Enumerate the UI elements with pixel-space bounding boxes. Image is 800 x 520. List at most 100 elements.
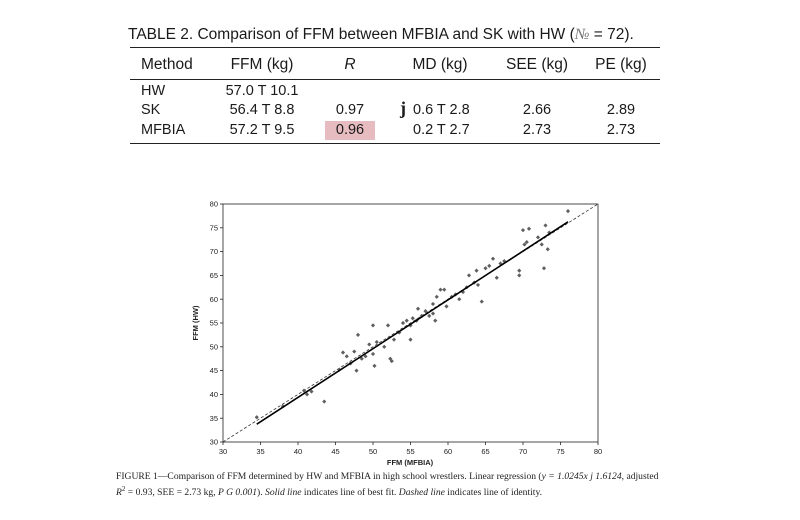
row-sk-method: SK	[141, 102, 161, 118]
caption-p: P G 0.001	[218, 487, 258, 499]
header-pe: PE (kg)	[595, 56, 647, 73]
x-tick-label: 80	[594, 447, 602, 456]
data-point	[535, 235, 541, 240]
x-tick-label: 30	[219, 447, 227, 456]
figure-caption: FIGURE 1—Comparison of FFM determined by…	[116, 471, 706, 499]
data-point	[474, 268, 479, 273]
table-header-rule	[130, 79, 660, 80]
caption-part: FIGURE 1—Comparison of FFM determined by…	[116, 471, 542, 482]
caption-equation: y = 1.0245x j 1.6124	[541, 471, 622, 482]
table-bottom-rule	[130, 143, 660, 144]
data-point	[434, 294, 439, 299]
y-tick-label: 60	[210, 295, 218, 304]
y-tick-label: 50	[210, 342, 218, 351]
x-tick-label: 65	[481, 447, 489, 456]
data-point	[483, 266, 488, 271]
n-symbol: №	[574, 26, 590, 43]
row-sk-see: 2.66	[522, 102, 552, 118]
scatter-chart: 30 35 40 45 50 55 60 65 70 75 80 30 35 40 45 50 55 60 65 70…	[191, 200, 602, 467]
data-point	[490, 256, 496, 261]
caption-part: indicates line of best fit.	[301, 487, 399, 499]
data-point	[404, 318, 409, 323]
data-point	[367, 342, 372, 347]
data-point	[301, 388, 307, 393]
data-point	[322, 399, 327, 404]
x-tick-label: 45	[331, 447, 339, 456]
y-tick-label: 40	[210, 390, 218, 399]
row-mfbia-pe: 2.73	[606, 122, 636, 138]
data-point	[524, 239, 529, 245]
data-point	[340, 350, 346, 355]
data-point	[494, 275, 499, 280]
row-sk-r: 0.97	[335, 102, 365, 118]
row-hw-method: HW	[141, 83, 166, 99]
row-sk-pe: 2.89	[606, 102, 636, 118]
row-sk-md: 0.6 T 2.8	[413, 102, 470, 118]
data-point	[545, 247, 550, 252]
data-point	[541, 266, 547, 271]
data-point	[374, 339, 379, 345]
data-point	[517, 268, 522, 273]
data-point	[344, 354, 349, 359]
data-point	[430, 301, 436, 307]
caption-dashed: Dashed line	[398, 487, 445, 499]
header-md: MD (kg)	[412, 56, 468, 73]
header-see: SEE (kg)	[505, 56, 569, 73]
header-ffm: FFM (kg)	[230, 56, 294, 73]
data-point	[304, 392, 310, 397]
table-caption-text: TABLE 2. Comparison of FFM between MFBIA…	[128, 26, 575, 43]
y-tick-label: 75	[210, 223, 218, 232]
data-point	[539, 242, 544, 247]
header-r: R	[344, 56, 356, 73]
row-sk-ffm: 56.4 T 8.8	[229, 102, 295, 118]
data-point	[487, 263, 492, 268]
best-fit-line	[256, 221, 569, 425]
y-tick-label: 55	[210, 319, 218, 328]
data-point	[442, 287, 447, 292]
table-caption: TABLE 2. Comparison of FFM between MFBIA…	[128, 26, 634, 44]
data-point	[517, 273, 522, 278]
x-axis-label: FFM (MFBIA)	[387, 458, 434, 467]
data-point	[427, 313, 432, 318]
data-point	[410, 316, 415, 321]
x-tick-label: 35	[256, 447, 264, 456]
data-point	[565, 209, 571, 214]
caption-part: = 0.93, SEE = 2.73 kg,	[125, 487, 219, 499]
data-point	[400, 320, 406, 326]
row-mfbia-ffm: 57.2 T 9.5	[229, 122, 295, 138]
row-mfbia-method: MFBIA	[141, 122, 186, 138]
data-point	[520, 228, 526, 233]
row-mfbia-see: 2.73	[522, 122, 552, 138]
data-point	[408, 337, 413, 342]
caption-part: , adjusted	[621, 471, 659, 482]
y-tick-label: 35	[210, 414, 218, 423]
data-point	[363, 354, 368, 359]
data-point	[370, 323, 376, 328]
row-sk-md-sign: j	[400, 98, 406, 118]
caption-sup: 2	[121, 485, 126, 493]
x-tick-label: 60	[444, 447, 452, 456]
data-point	[359, 356, 364, 361]
y-tick-label: 80	[210, 200, 218, 209]
x-tick-label: 40	[294, 447, 302, 456]
x-tick-label: 75	[556, 447, 564, 456]
data-point	[479, 299, 484, 304]
row-mfbia-md: 0.2 T 2.7	[413, 122, 470, 138]
x-tick-label: 55	[406, 447, 414, 456]
data-point	[370, 351, 376, 357]
data-point	[354, 368, 359, 373]
data-point	[389, 358, 394, 364]
data-point	[475, 282, 481, 288]
x-tick-label: 70	[519, 447, 527, 456]
data-point	[444, 304, 449, 309]
data-point	[382, 344, 387, 349]
row-mfbia-r: 0.96	[335, 122, 365, 138]
data-point	[385, 323, 391, 328]
data-point	[438, 287, 443, 292]
data-point	[526, 226, 532, 231]
y-tick-label: 30	[210, 438, 218, 447]
caption-solid: Solid line	[265, 487, 302, 499]
row-hw-ffm: 57.0 T 10.1	[225, 83, 299, 99]
data-point	[391, 337, 397, 342]
data-point	[415, 306, 421, 311]
